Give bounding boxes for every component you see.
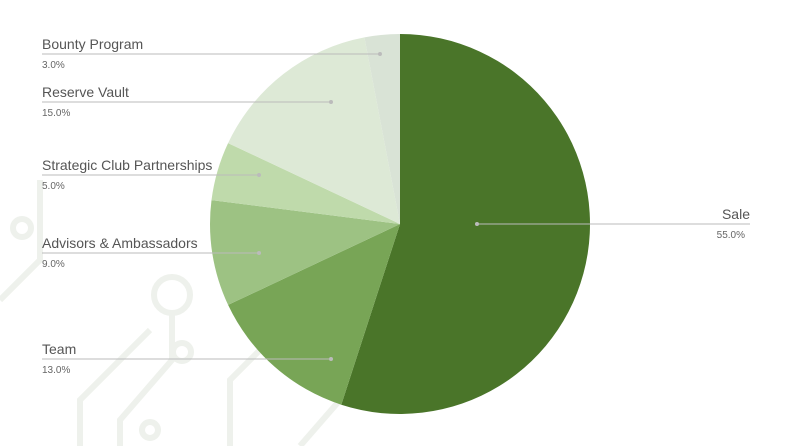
pie-slice: [341, 34, 590, 414]
leader-dot: [257, 173, 261, 177]
slice-value-label: 9.0%: [42, 259, 65, 270]
slice-value-label: 13.0%: [42, 365, 70, 376]
leader-dot: [257, 251, 261, 255]
slice-value-label: 15.0%: [42, 108, 70, 119]
slice-value-label: 3.0%: [42, 60, 65, 71]
slice-value-label: 5.0%: [42, 181, 65, 192]
labels: Sale 55.0% Team 13.0% Advisors & Ambassadors…: [42, 36, 750, 376]
pie: [210, 34, 590, 414]
pie-slice: [228, 37, 400, 225]
slice-label: Bounty Program: [42, 36, 143, 52]
slice-label: Sale: [722, 206, 750, 222]
slice-label: Reserve Vault: [42, 84, 129, 100]
pie-slice: [211, 143, 400, 224]
leader-dot: [329, 357, 333, 361]
background-pattern: [0, 180, 343, 446]
pie-slice: [364, 34, 400, 224]
leader-dot: [378, 52, 382, 56]
slice-value-label: 55.0%: [717, 230, 745, 241]
slice-label: Strategic Club Partnerships: [42, 157, 212, 173]
slice-label: Team: [42, 341, 76, 357]
slice-label: Advisors & Ambassadors: [42, 235, 198, 251]
pie-slice: [228, 224, 400, 405]
pie-slice: [210, 200, 400, 305]
leader-dot: [329, 100, 333, 104]
leader-dot: [475, 222, 479, 226]
